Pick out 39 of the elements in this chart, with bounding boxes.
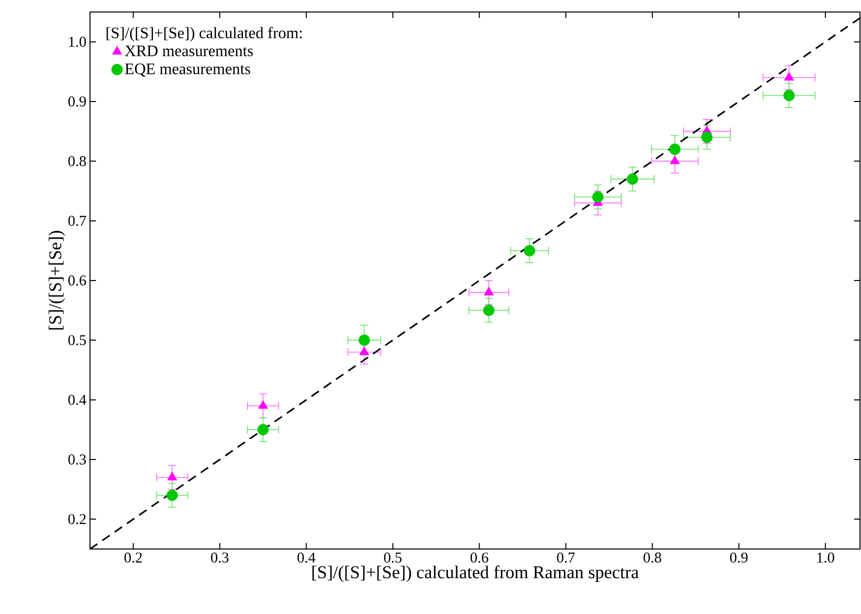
point — [626, 173, 638, 185]
legend-label: XRD measurements — [124, 46, 253, 56]
y-tick-label: 0.9 — [68, 96, 86, 107]
point — [167, 472, 178, 480]
legend-label: EQE measurements — [125, 64, 250, 77]
x-tick-label: 0.7 — [557, 552, 575, 563]
x-axis-title: [S]/([S]+[Se]) calculated from Raman spectra — [312, 566, 639, 582]
x-tick-label: 0.3 — [211, 552, 229, 563]
point — [670, 155, 680, 164]
y-tick-label: 0.3 — [68, 454, 86, 465]
x-tick-label: 0.8 — [644, 552, 662, 563]
point — [592, 191, 604, 203]
point — [257, 424, 269, 436]
y-tick-label: 0.7 — [68, 216, 86, 226]
point — [701, 132, 713, 143]
point — [483, 304, 495, 316]
point — [358, 334, 370, 346]
x-tick-label: 0.4 — [298, 552, 316, 563]
point — [783, 90, 795, 102]
legend-title: [S]/([S]+[Se]) calculated from: — [106, 26, 302, 42]
point — [258, 400, 268, 409]
point — [524, 244, 536, 256]
y-tick-label: 0.2 — [68, 514, 86, 524]
x-tick-label: 0.9 — [730, 552, 748, 563]
y-axis-title: [S]/([S]+[Se]) — [48, 230, 65, 330]
point — [166, 490, 178, 501]
y-tick-label: 0.8 — [68, 156, 86, 166]
point — [669, 144, 681, 155]
y-tick-label: 1.0 — [69, 36, 86, 47]
x-tick-label: 0.2 — [124, 552, 142, 563]
point — [359, 346, 370, 356]
y-tick-label: 0.5 — [68, 335, 86, 346]
point — [484, 286, 494, 296]
x-tick-label: 0.5 — [384, 552, 402, 563]
x-tick-label: 0.6 — [470, 552, 488, 563]
point — [784, 72, 794, 81]
x-tick-label: 1.0 — [817, 552, 834, 563]
y-tick-label: 0.6 — [68, 275, 86, 286]
y-tick-label: 0.4 — [68, 394, 86, 405]
